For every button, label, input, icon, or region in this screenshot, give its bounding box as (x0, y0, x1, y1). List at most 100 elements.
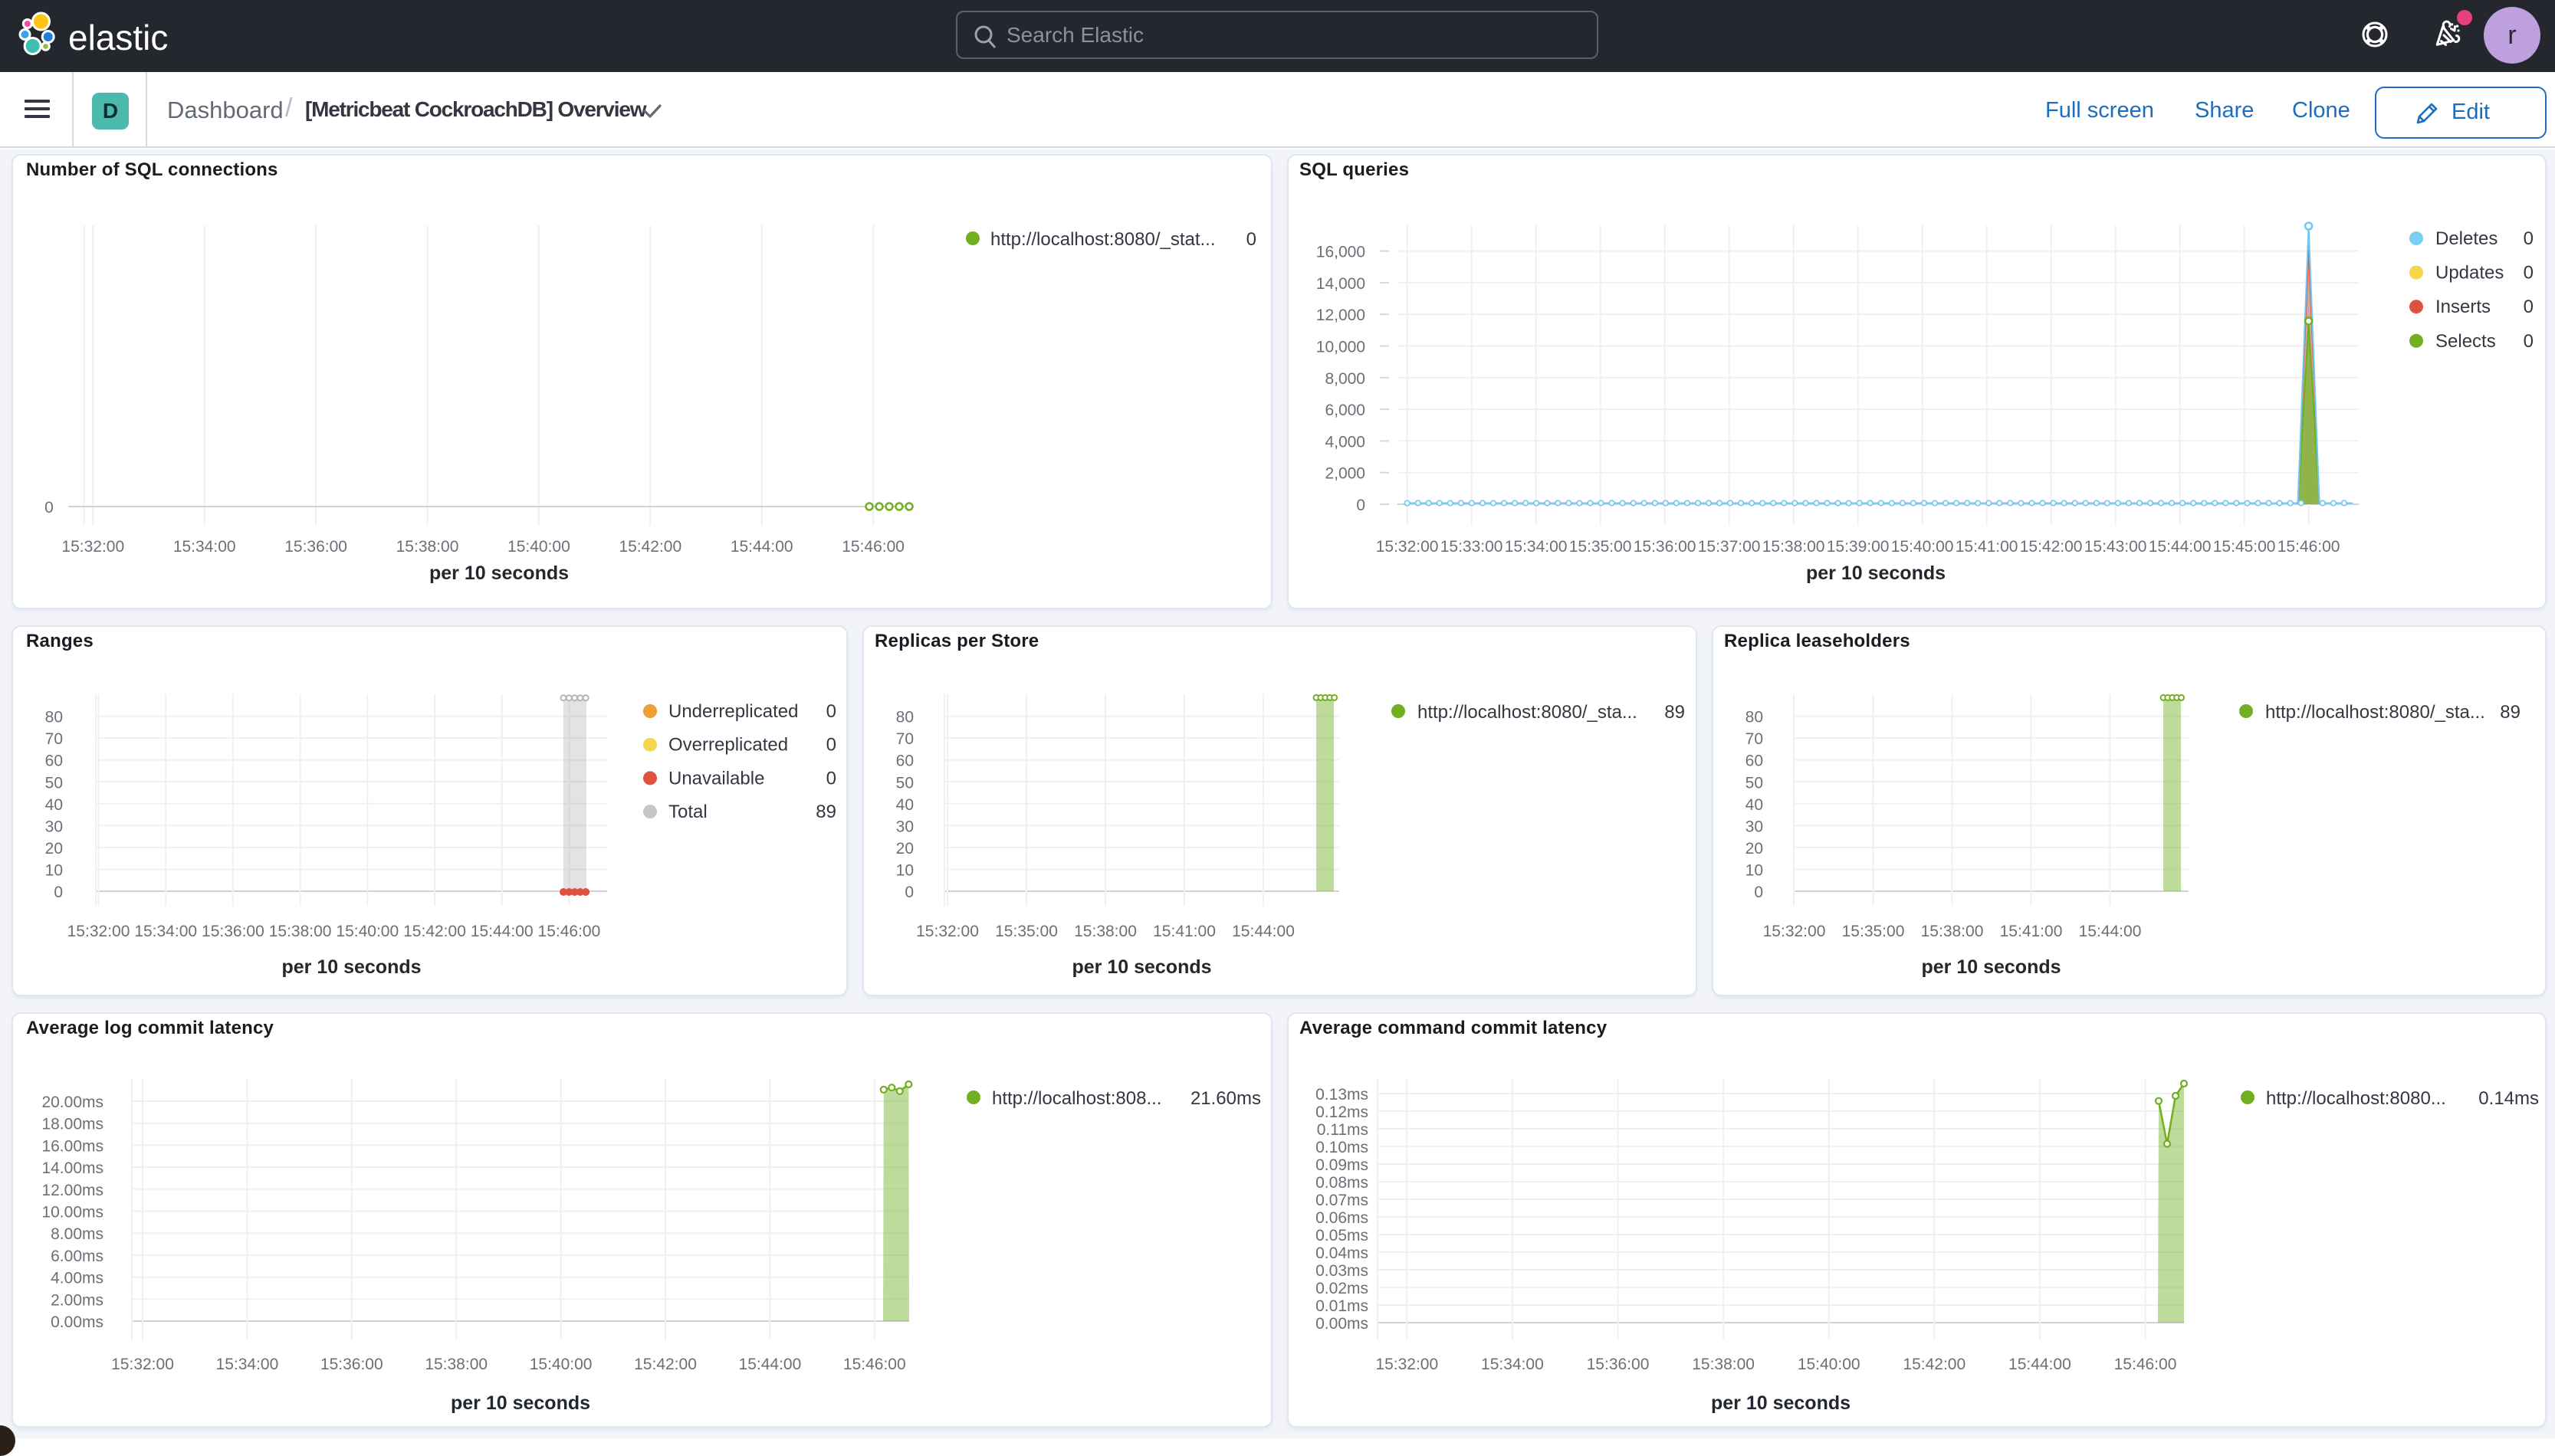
svg-text:40: 40 (896, 796, 914, 814)
svg-text:15:42:00: 15:42:00 (2020, 538, 2083, 556)
svg-text:15:44:00: 15:44:00 (2149, 538, 2212, 556)
svg-text:per 10 seconds: per 10 seconds (1921, 956, 2061, 978)
svg-text:15:38:00: 15:38:00 (396, 538, 459, 556)
svg-text:15:43:00: 15:43:00 (2084, 538, 2147, 556)
svg-text:15:34:00: 15:34:00 (173, 538, 236, 556)
svg-text:0.05ms: 0.05ms (1315, 1227, 1368, 1244)
svg-text:Inserts: Inserts (2435, 297, 2491, 317)
svg-text:80: 80 (1745, 709, 1763, 726)
svg-text:0.00ms: 0.00ms (1315, 1315, 1368, 1333)
svg-text:15:32:00: 15:32:00 (1375, 1356, 1438, 1373)
svg-text:15:40:00: 15:40:00 (336, 923, 399, 940)
svg-text:15:38:00: 15:38:00 (1074, 923, 1137, 940)
svg-text:15:32:00: 15:32:00 (61, 538, 124, 556)
svg-text:20: 20 (896, 840, 914, 858)
svg-text:per 10 seconds: per 10 seconds (281, 956, 421, 978)
svg-text:0.12ms: 0.12ms (1315, 1103, 1368, 1121)
svg-text:0: 0 (2524, 297, 2534, 317)
svg-text:15:44:00: 15:44:00 (731, 538, 793, 556)
svg-text:18.00ms: 18.00ms (41, 1116, 103, 1133)
svg-text:21.60ms: 21.60ms (1190, 1088, 1261, 1109)
svg-text:15:35:00: 15:35:00 (995, 923, 1058, 940)
svg-text:0.07ms: 0.07ms (1315, 1192, 1368, 1209)
svg-text:15:38:00: 15:38:00 (1692, 1356, 1755, 1373)
svg-text:2,000: 2,000 (1325, 465, 1365, 483)
svg-text:10: 10 (896, 861, 914, 879)
svg-text:0.11ms: 0.11ms (1317, 1121, 1368, 1139)
svg-text:0: 0 (2524, 228, 2534, 249)
svg-text:8.00ms: 8.00ms (51, 1225, 103, 1243)
svg-text:16,000: 16,000 (1316, 244, 1365, 261)
svg-text:15:46:00: 15:46:00 (2114, 1356, 2177, 1373)
svg-text:6.00ms: 6.00ms (51, 1248, 103, 1265)
svg-text:0.00ms: 0.00ms (51, 1313, 103, 1331)
svg-text:15:32:00: 15:32:00 (916, 923, 979, 940)
svg-text:15:45:00: 15:45:00 (2213, 538, 2276, 556)
svg-text:89: 89 (2500, 702, 2521, 723)
svg-text:2.00ms: 2.00ms (51, 1291, 103, 1309)
svg-text:0.13ms: 0.13ms (1315, 1086, 1368, 1103)
svg-text:Deletes: Deletes (2435, 228, 2498, 249)
svg-text:20: 20 (45, 840, 63, 858)
svg-text:0: 0 (2524, 331, 2534, 352)
svg-text:http://localhost:8080/_sta...: http://localhost:8080/_sta... (2265, 702, 2485, 723)
svg-text:15:46:00: 15:46:00 (2277, 538, 2340, 556)
svg-text:15:34:00: 15:34:00 (1505, 538, 1568, 556)
svg-text:15:40:00: 15:40:00 (530, 1356, 593, 1373)
svg-text:80: 80 (45, 709, 63, 726)
svg-text:0.02ms: 0.02ms (1315, 1280, 1368, 1297)
svg-text:15:41:00: 15:41:00 (1956, 538, 2018, 556)
svg-text:6,000: 6,000 (1325, 402, 1365, 419)
svg-text:15:32:00: 15:32:00 (111, 1356, 174, 1373)
svg-text:70: 70 (896, 730, 914, 748)
svg-text:10,000: 10,000 (1316, 339, 1365, 356)
svg-text:15:46:00: 15:46:00 (538, 923, 601, 940)
svg-text:http://localhost:808...: http://localhost:808... (992, 1088, 1161, 1109)
svg-text:14.00ms: 14.00ms (41, 1159, 103, 1177)
svg-text:15:41:00: 15:41:00 (2000, 923, 2063, 940)
svg-text:30: 30 (45, 818, 63, 835)
svg-text:Selects: Selects (2435, 331, 2496, 352)
svg-text:4.00ms: 4.00ms (51, 1270, 103, 1287)
svg-text:0.08ms: 0.08ms (1315, 1174, 1368, 1192)
svg-text:40: 40 (1745, 796, 1763, 814)
svg-text:30: 30 (896, 818, 914, 835)
svg-text:0: 0 (44, 499, 54, 516)
svg-text:15:42:00: 15:42:00 (619, 538, 681, 556)
svg-text:0: 0 (905, 884, 914, 901)
svg-text:15:34:00: 15:34:00 (216, 1356, 279, 1373)
svg-text:0.06ms: 0.06ms (1315, 1209, 1368, 1227)
svg-text:15:36:00: 15:36:00 (1587, 1356, 1650, 1373)
svg-text:15:46:00: 15:46:00 (842, 538, 905, 556)
svg-text:60: 60 (45, 753, 63, 770)
svg-text:15:41:00: 15:41:00 (1153, 923, 1216, 940)
svg-text:20.00ms: 20.00ms (41, 1094, 103, 1111)
svg-text:15:36:00: 15:36:00 (320, 1356, 383, 1373)
svg-text:0: 0 (1356, 497, 1365, 514)
svg-text:15:44:00: 15:44:00 (1232, 923, 1295, 940)
svg-text:0.01ms: 0.01ms (1315, 1297, 1368, 1315)
svg-text:15:37:00: 15:37:00 (1698, 538, 1761, 556)
svg-text:10: 10 (1745, 861, 1763, 879)
svg-text:15:32:00: 15:32:00 (1376, 538, 1439, 556)
svg-text:15:35:00: 15:35:00 (1842, 923, 1905, 940)
svg-text:Overreplicated: Overreplicated (668, 735, 788, 756)
svg-text:per 10 seconds: per 10 seconds (451, 1392, 590, 1414)
svg-text:http://localhost:8080/_stat...: http://localhost:8080/_stat... (990, 229, 1216, 250)
svg-text:0: 0 (826, 768, 836, 789)
svg-text:15:40:00: 15:40:00 (507, 538, 570, 556)
svg-text:15:38:00: 15:38:00 (1762, 538, 1825, 556)
svg-text:10.00ms: 10.00ms (41, 1204, 103, 1222)
svg-text:per 10 seconds: per 10 seconds (429, 562, 569, 584)
svg-text:15:33:00: 15:33:00 (1440, 538, 1503, 556)
svg-text:15:44:00: 15:44:00 (2008, 1356, 2071, 1373)
svg-text:0: 0 (2524, 263, 2534, 284)
svg-text:Total: Total (668, 802, 708, 822)
svg-text:15:34:00: 15:34:00 (1481, 1356, 1544, 1373)
svg-text:0: 0 (54, 884, 63, 901)
svg-text:50: 50 (45, 774, 63, 792)
svg-text:Updates: Updates (2435, 263, 2504, 284)
svg-text:15:44:00: 15:44:00 (2079, 923, 2142, 940)
svg-text:15:32:00: 15:32:00 (1763, 923, 1826, 940)
svg-text:0: 0 (1246, 229, 1256, 250)
